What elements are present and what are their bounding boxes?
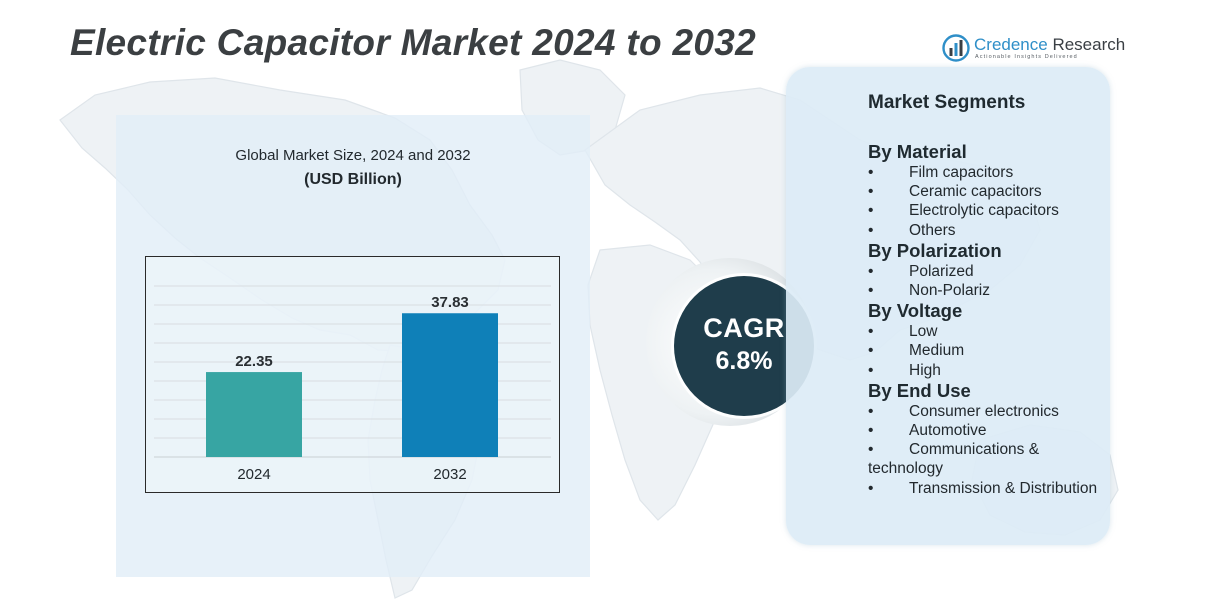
segment-list-material: • Film capacitors • Ceramic capacitors • El… bbox=[868, 163, 1104, 240]
list-item: • Consumer electronics bbox=[868, 402, 1104, 421]
bullet: • bbox=[868, 323, 874, 341]
x-tick-label-2024: 2024 bbox=[237, 466, 270, 483]
list-item-text: Medium bbox=[909, 342, 965, 360]
list-item-text: Low bbox=[909, 323, 938, 341]
data-label-2024: 22.35 bbox=[235, 353, 273, 370]
bullet: • bbox=[868, 422, 874, 440]
segment-list-end-use: • Consumer electronics • Automotive • Commu… bbox=[868, 402, 1104, 498]
brand-name: Credence Research bbox=[974, 35, 1125, 55]
list-item-text: High bbox=[909, 361, 941, 379]
list-item: • Non-Polariz bbox=[868, 281, 1104, 300]
x-tick-label-2032: 2032 bbox=[433, 466, 466, 483]
list-item: • Medium bbox=[868, 341, 1104, 360]
list-item: • Polarized bbox=[868, 262, 1104, 281]
bar-chart-frame: 22.35 2024 37.83 2032 bbox=[145, 256, 560, 493]
cagr-value: 6.8% bbox=[715, 347, 773, 375]
list-item-text: Non-Polariz bbox=[909, 282, 990, 300]
bullet: • bbox=[868, 164, 874, 181]
bullet: • bbox=[868, 402, 874, 420]
bullet: • bbox=[868, 183, 874, 201]
chart-title: Global Market Size, 2024 and 2032 bbox=[235, 147, 471, 164]
bar-2032 bbox=[402, 313, 498, 457]
bullet: • bbox=[868, 479, 874, 497]
chart-units: (USD Billion) bbox=[304, 171, 402, 188]
list-item: • Communications & technology bbox=[868, 440, 1104, 478]
cagr-label: CAGR bbox=[703, 313, 785, 343]
list-item: • Ceramic capacitors bbox=[868, 182, 1104, 201]
brand-tagline: Actionable Insights Delivered bbox=[975, 54, 1078, 60]
list-item-text: Transmission & Distribution bbox=[909, 479, 1098, 497]
bullet: • bbox=[868, 342, 874, 360]
segment-list-polarization: • Polarized • Non-Polariz bbox=[868, 262, 1104, 300]
list-item: • Electrolytic capacitors bbox=[868, 201, 1104, 220]
list-item-text: Communications & technology bbox=[868, 441, 1040, 478]
list-item-text: Automotive bbox=[909, 422, 987, 440]
list-item: • High bbox=[868, 361, 1104, 380]
segment-heading-polarization: By Polarization bbox=[868, 239, 1002, 261]
bullet: • bbox=[868, 202, 874, 220]
brand-name-part1: Credence bbox=[974, 35, 1048, 54]
segment-list-voltage: • Low • Medium • High bbox=[868, 322, 1104, 380]
segment-heading-end-use: By End Use bbox=[868, 379, 971, 401]
list-item-text: Others bbox=[909, 221, 956, 239]
segment-heading-material: By Material bbox=[868, 141, 967, 162]
bar-chart-logo-icon bbox=[942, 34, 970, 62]
list-item-text: Ceramic capacitors bbox=[909, 183, 1042, 201]
bullet: • bbox=[868, 361, 874, 379]
list-item: • Film capacitors bbox=[868, 163, 1104, 182]
page-title: Electric Capacitor Market 2024 to 2032 bbox=[70, 22, 756, 63]
bar-chart: 22.35 2024 37.83 2032 bbox=[154, 285, 551, 483]
list-item: • Automotive bbox=[868, 421, 1104, 440]
bullet: • bbox=[868, 441, 874, 459]
bar-2024 bbox=[206, 372, 302, 457]
bullet: • bbox=[868, 221, 874, 239]
data-label-2032: 37.83 bbox=[431, 294, 469, 311]
bullet: • bbox=[868, 282, 874, 300]
list-item-text: Film capacitors bbox=[909, 164, 1014, 181]
list-item: • Low bbox=[868, 322, 1104, 341]
list-item-text: Polarized bbox=[909, 262, 974, 280]
bullet: • bbox=[868, 262, 874, 280]
segment-heading-voltage: By Voltage bbox=[868, 300, 963, 322]
market-segments-panel: Market Segments By Material • Film capaci… bbox=[786, 67, 1110, 545]
segments-title: Market Segments bbox=[868, 92, 1026, 113]
segments-body: By Material • Film capacitors • Ceramic ca… bbox=[868, 141, 1104, 498]
list-item: • Others bbox=[868, 221, 1104, 240]
list-item-text: Electrolytic capacitors bbox=[909, 202, 1059, 220]
credence-research-logo: Credence Research Actionable Insights De… bbox=[942, 34, 1125, 64]
brand-name-part2: Research bbox=[1047, 35, 1126, 54]
list-item-text: Consumer electronics bbox=[909, 402, 1059, 420]
list-item: • Transmission & Distribution bbox=[868, 479, 1104, 498]
